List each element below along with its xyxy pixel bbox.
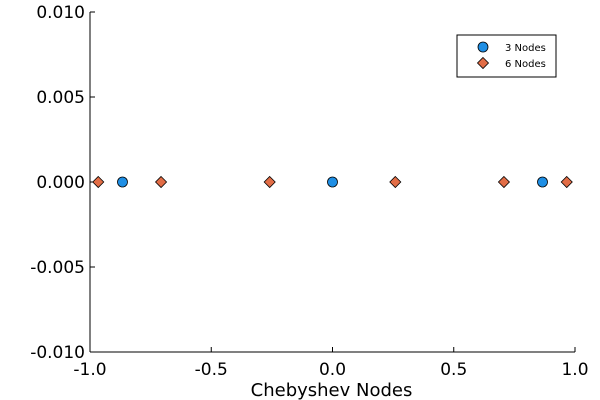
data-point-series-1 xyxy=(327,176,338,188)
legend-label: 3 Nodes xyxy=(505,43,546,54)
x-ticks: -1.0 -0.5 0.0 0.5 1.0 xyxy=(73,347,589,380)
data-point-series-2 xyxy=(497,175,511,189)
x-tick-label: 0.0 xyxy=(319,360,346,380)
x-tick-label: 1.0 xyxy=(561,360,588,380)
x-tick-label: -0.5 xyxy=(195,360,228,380)
data-point-series-2 xyxy=(560,175,573,189)
legend-marker-2 xyxy=(476,56,490,70)
y-ticks: -0.010 -0.005 0.000 0.005 0.010 xyxy=(30,3,95,363)
data-point-series-2 xyxy=(154,175,168,189)
legend: 3 Nodes 6 Nodes xyxy=(456,34,557,78)
y-tick-label: -0.010 xyxy=(30,343,85,363)
data-points xyxy=(92,175,573,189)
x-axis-title: Chebyshev Nodes xyxy=(251,380,413,400)
x-tick-label: 0.5 xyxy=(440,360,467,380)
data-point-series-1 xyxy=(117,176,128,188)
x-tick-label: -1.0 xyxy=(73,360,106,380)
legend-marker-1 xyxy=(477,41,489,53)
y-tick-label: 0.005 xyxy=(36,88,85,108)
legend-box xyxy=(456,34,557,78)
data-point-series-2 xyxy=(263,175,276,189)
y-tick-label: 0.010 xyxy=(36,3,85,23)
data-point-series-2 xyxy=(389,175,402,189)
y-tick-label: -0.005 xyxy=(30,258,85,278)
data-point-series-2 xyxy=(92,175,105,189)
data-point-series-1 xyxy=(537,176,548,188)
legend-label: 6 Nodes xyxy=(505,59,546,70)
y-tick-label: 0.000 xyxy=(36,173,85,193)
